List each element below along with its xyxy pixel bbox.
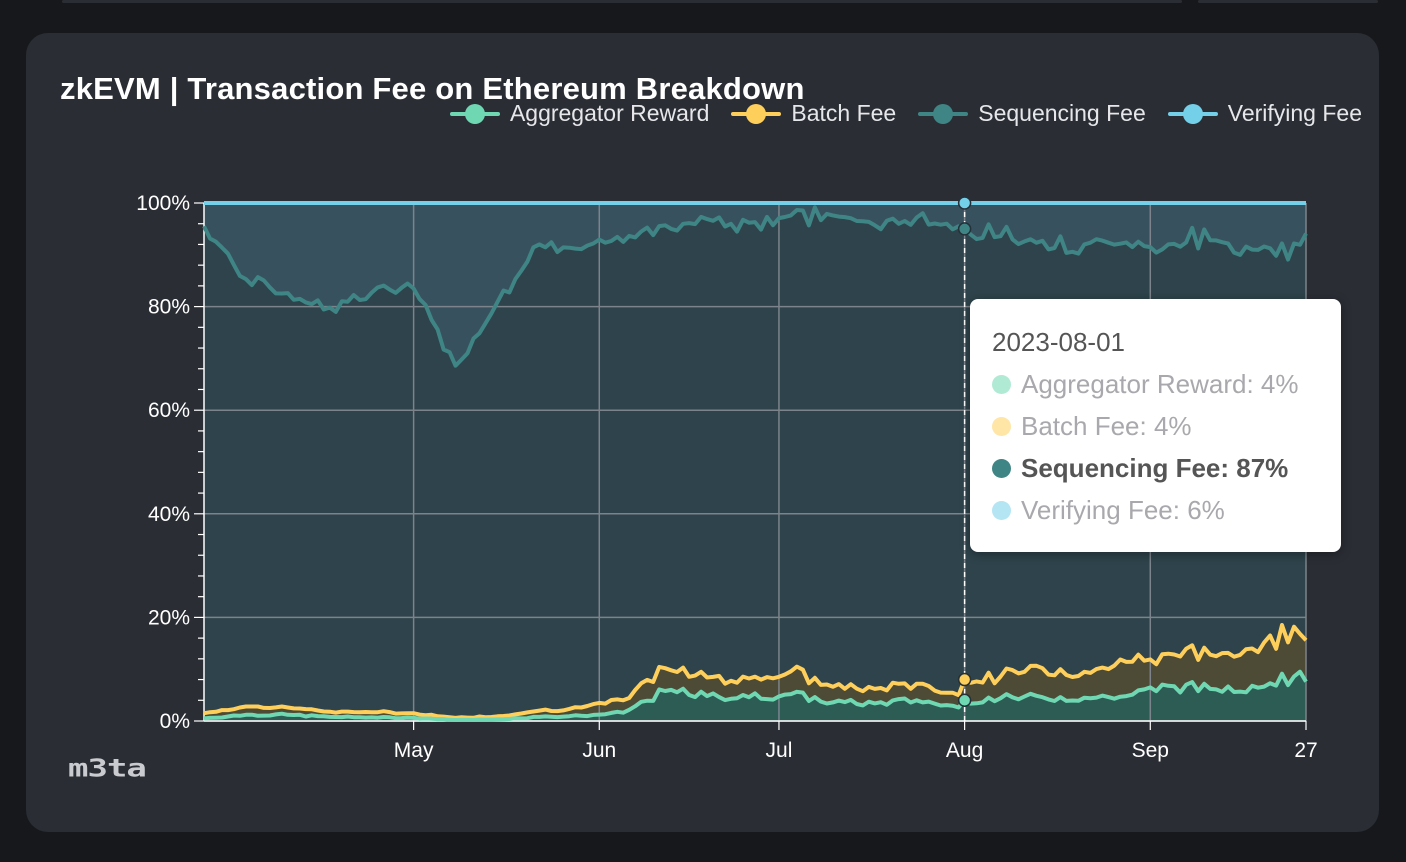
- x-tick-label: Aug: [946, 739, 983, 762]
- x-tick-label: Sep: [1132, 739, 1169, 762]
- hover-marker: [957, 196, 972, 210]
- y-tick-label: 20%: [148, 606, 190, 629]
- legend-label: Verifying Fee: [1227, 100, 1362, 126]
- chart-title: zkEVM | Transaction Fee on Ethereum Brea…: [60, 71, 805, 106]
- legend-label: Aggregator Reward: [509, 100, 710, 126]
- line-aggregator-reward: [203, 669, 1308, 722]
- line-sequencing-fee: [202, 205, 1308, 368]
- chart-tooltip: 2023-08-01 Aggregator Reward: 4% Batch F…: [970, 299, 1341, 552]
- legend-dot: [933, 103, 954, 124]
- tooltip-row-sequencing-fee: Sequencing Fee: 87%: [992, 453, 1288, 484]
- legend-item-sequencing-fee[interactable]: Sequencing Fee: [918, 100, 1146, 127]
- top-strip-segment: [1198, 0, 1378, 3]
- x-tick-label: May: [394, 739, 434, 762]
- legend-dot: [746, 103, 767, 124]
- hover-marker: [957, 693, 972, 708]
- legend-dot: [464, 103, 485, 124]
- hover-marker: [957, 672, 972, 687]
- area-verifying-fee: [204, 203, 1306, 366]
- tooltip-dot: [992, 417, 1011, 436]
- tooltip-text: Sequencing Fee: 87%: [1021, 453, 1289, 483]
- legend-item-verifying-fee[interactable]: Verifying Fee: [1167, 100, 1362, 127]
- y-tick-label: 100%: [136, 192, 190, 215]
- m3ta-logo: m3ta: [68, 754, 147, 784]
- line-batch-fee: [203, 623, 1308, 720]
- tooltip-row-batch-fee: Batch Fee: 4%: [992, 411, 1192, 442]
- hover-marker: [957, 222, 972, 236]
- legend-swatch-icon: [449, 103, 500, 124]
- x-tick-label: Jun: [582, 739, 616, 762]
- tooltip-date: 2023-08-01: [992, 327, 1125, 357]
- tooltip-dot: [992, 375, 1011, 394]
- y-tick-label: 40%: [148, 503, 190, 526]
- tooltip-dot: [992, 501, 1011, 520]
- x-tick-label: Jul: [766, 739, 793, 762]
- tooltip-text: Aggregator Reward: 4%: [1021, 369, 1299, 399]
- tooltip-row-aggregator-reward: Aggregator Reward: 4%: [992, 369, 1298, 400]
- legend-label: Batch Fee: [791, 100, 897, 126]
- legend: Aggregator Reward Batch Fee Sequencing F…: [449, 100, 1362, 127]
- top-strip-segment: [62, 0, 1182, 3]
- legend-swatch-icon: [918, 103, 969, 124]
- tooltip-text: Batch Fee: 4%: [1021, 411, 1192, 441]
- legend-label: Sequencing Fee: [978, 100, 1146, 126]
- legend-swatch-icon: [731, 103, 782, 124]
- legend-swatch-icon: [1167, 103, 1218, 124]
- y-tick-label: 80%: [148, 296, 190, 319]
- legend-dot: [1182, 103, 1203, 124]
- legend-item-batch-fee[interactable]: Batch Fee: [731, 100, 896, 127]
- tooltip-dot: [992, 459, 1011, 478]
- x-tick-label: 27: [1294, 739, 1317, 762]
- top-strip: [0, 0, 1406, 3]
- y-tick-label: 0%: [160, 710, 190, 733]
- tooltip-text: Verifying Fee: 6%: [1021, 495, 1225, 525]
- area-aggregator-reward: [204, 671, 1306, 721]
- y-tick-label: 60%: [148, 399, 190, 422]
- legend-item-aggregator-reward[interactable]: Aggregator Reward: [449, 100, 710, 127]
- tooltip-row-verifying-fee: Verifying Fee: 6%: [992, 495, 1225, 526]
